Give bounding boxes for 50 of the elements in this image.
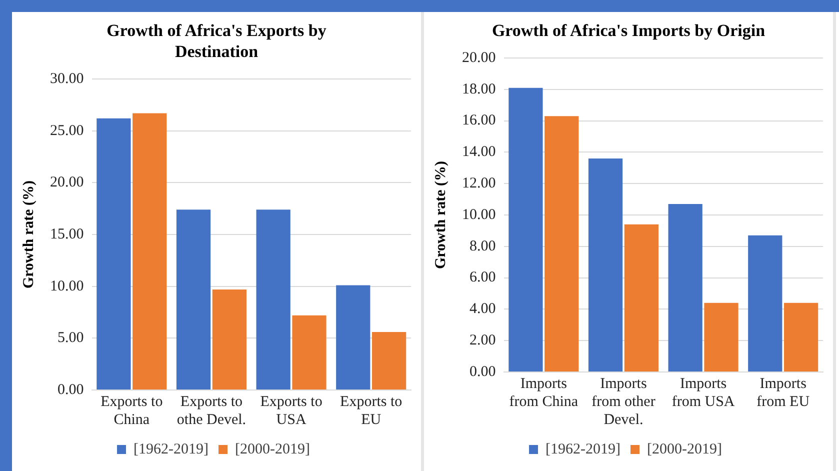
y-tick-label: 30.00 <box>50 70 84 87</box>
x-tick-label: Exports to othe Devel. <box>176 394 246 428</box>
y-tick-label: 20.00 <box>462 50 496 66</box>
y-tick-label: 10.00 <box>462 206 496 223</box>
y-tick-label: 18.00 <box>462 81 496 98</box>
y-tick-label: 0.00 <box>58 382 84 398</box>
y-tick-label: 10.00 <box>50 278 84 294</box>
bar <box>748 235 782 372</box>
legend-label: [2000-2019] <box>647 441 722 458</box>
y-tick-label: 5.00 <box>58 330 84 346</box>
y-tick-label: 0.00 <box>470 364 496 380</box>
bar <box>336 285 370 390</box>
bar <box>668 204 702 372</box>
y-tick-label: 20.00 <box>50 174 84 191</box>
y-tick-label: 6.00 <box>470 270 496 286</box>
y-tick-label: 12.00 <box>462 176 496 192</box>
x-tick-label: Imports from EU <box>756 376 810 410</box>
y-tick-label: 8.00 <box>470 238 496 254</box>
bar <box>96 118 131 390</box>
y-tick-label: 2.00 <box>470 332 496 349</box>
y-axis-title: Growth rate (%) <box>432 160 449 270</box>
x-tick-label: Exports to EU <box>340 394 402 428</box>
x-tick-label: Exports to China <box>100 394 163 428</box>
bar <box>372 332 406 390</box>
chart-title: Growth of Africa's Imports by Origin <box>490 20 766 41</box>
bar <box>212 289 246 390</box>
x-tick-label: Imports from other Devel. <box>592 376 656 428</box>
bar <box>256 210 290 390</box>
x-tick-label: Imports from USA <box>672 376 735 410</box>
x-tick-label: Exports to USA <box>260 394 322 428</box>
y-tick-label: 14.00 <box>462 144 496 160</box>
x-tick-label: Imports from China <box>509 376 578 410</box>
bar <box>292 315 326 390</box>
bar <box>176 210 211 390</box>
bar <box>624 224 658 372</box>
legend-label: [2000-2019] <box>235 441 310 458</box>
y-tick-label: 15.00 <box>50 226 84 242</box>
bar <box>508 88 543 372</box>
legend-label: [1962-2019] <box>134 441 209 458</box>
bar <box>544 116 579 372</box>
y-tick-label: 4.00 <box>470 301 496 318</box>
y-axis-title: Growth rate (%) <box>20 180 37 289</box>
y-tick-label: 16.00 <box>462 112 496 129</box>
bar <box>704 302 738 372</box>
bar <box>784 302 818 372</box>
legend-label: [1962-2019] <box>546 441 621 458</box>
y-tick-label: 25.00 <box>50 122 84 139</box>
chart-title: Growth of Africa's Exports by Destination <box>106 20 328 62</box>
bar <box>588 158 623 372</box>
bar <box>132 113 167 390</box>
